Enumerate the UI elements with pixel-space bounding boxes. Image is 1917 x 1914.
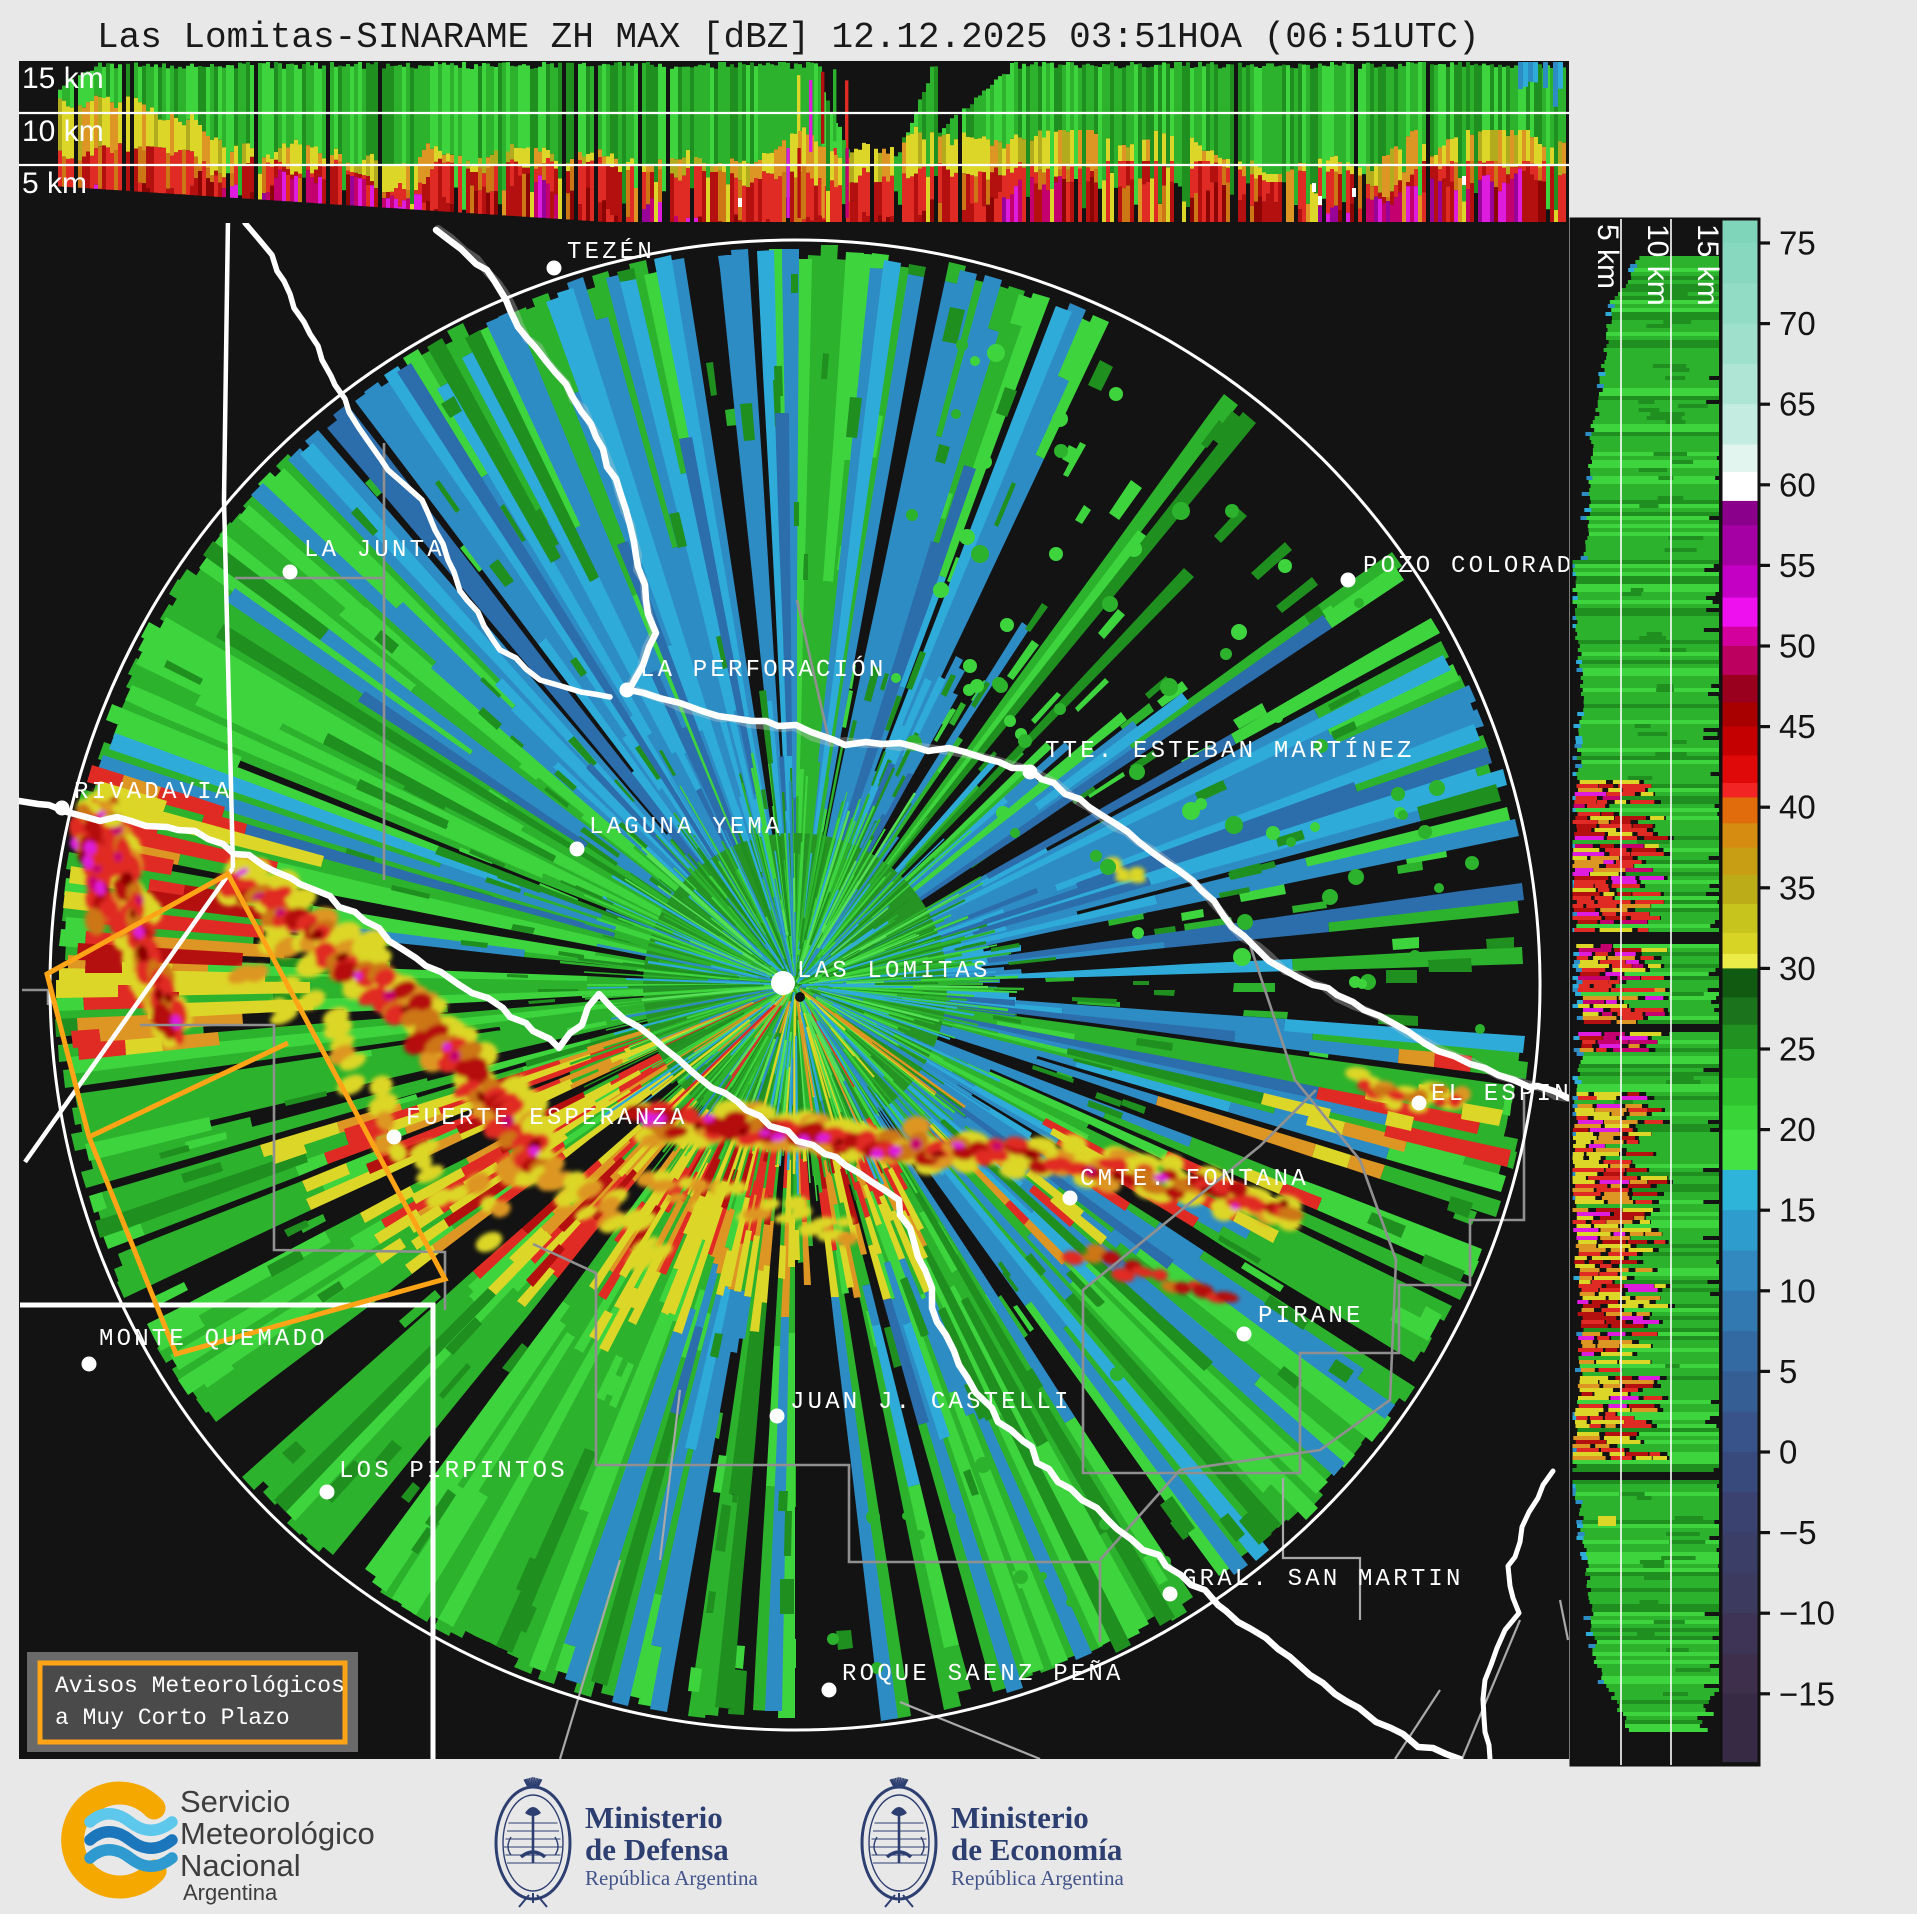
svg-text:−15: −15 — [1779, 1675, 1835, 1712]
svg-text:5 km: 5 km — [1591, 224, 1624, 289]
svg-text:República Argentina: República Argentina — [951, 1866, 1124, 1890]
svg-text:−10: −10 — [1779, 1595, 1835, 1632]
svg-text:FUERTE ESPERANZA: FUERTE ESPERANZA — [406, 1105, 688, 1132]
svg-text:MONTE QUEMADO: MONTE QUEMADO — [99, 1326, 328, 1353]
svg-text:70: 70 — [1779, 305, 1816, 342]
svg-text:35: 35 — [1779, 869, 1816, 906]
svg-text:de Defensa: de Defensa — [585, 1832, 729, 1867]
svg-text:65: 65 — [1779, 386, 1816, 423]
svg-text:15 km: 15 km — [22, 62, 104, 95]
svg-text:15: 15 — [1779, 1192, 1816, 1229]
svg-text:LAS LOMITAS: LAS LOMITAS — [797, 958, 991, 985]
svg-text:República Argentina: República Argentina — [585, 1866, 758, 1890]
svg-text:5: 5 — [1779, 1353, 1797, 1390]
svg-text:45: 45 — [1779, 708, 1816, 745]
svg-text:POZO COLORADO: POZO COLORADO — [1363, 553, 1592, 580]
svg-text:LAGUNA YEMA: LAGUNA YEMA — [589, 814, 783, 841]
svg-text:50: 50 — [1779, 628, 1816, 665]
svg-text:55: 55 — [1779, 547, 1816, 584]
svg-text:PIRANE: PIRANE — [1258, 1303, 1364, 1330]
svg-text:RIVADAVIA: RIVADAVIA — [74, 779, 232, 806]
svg-text:CMTE. FONTANA: CMTE. FONTANA — [1080, 1166, 1309, 1193]
svg-text:LOS PIRPINTOS: LOS PIRPINTOS — [339, 1458, 568, 1485]
svg-text:20: 20 — [1779, 1111, 1816, 1148]
svg-text:TTE. ESTEBAN MARTÍNEZ: TTE. ESTEBAN MARTÍNEZ — [1045, 737, 1415, 765]
svg-text:a Muy Corto Plazo: a Muy Corto Plazo — [55, 1705, 290, 1731]
svg-text:Nacional: Nacional — [180, 1848, 301, 1883]
svg-text:Las Lomitas-SINARAME ZH MAX [d: Las Lomitas-SINARAME ZH MAX [dBZ] 12.12.… — [97, 17, 1480, 58]
svg-text:Ministerio: Ministerio — [951, 1800, 1089, 1835]
svg-text:Avisos Meteorológicos: Avisos Meteorológicos — [55, 1673, 345, 1699]
svg-text:30: 30 — [1779, 950, 1816, 987]
svg-text:Meteorológico: Meteorológico — [180, 1816, 375, 1851]
svg-text:10 km: 10 km — [22, 115, 104, 148]
svg-text:15 km: 15 km — [1691, 224, 1724, 306]
svg-text:LA PERFORACIÓN: LA PERFORACIÓN — [640, 655, 886, 684]
svg-text:40: 40 — [1779, 789, 1816, 826]
svg-text:60: 60 — [1779, 466, 1816, 503]
svg-text:Ministerio: Ministerio — [585, 1800, 723, 1835]
svg-text:GRAL. SAN MARTIN: GRAL. SAN MARTIN — [1182, 1566, 1464, 1593]
svg-text:JUAN J. CASTELLI: JUAN J. CASTELLI — [790, 1389, 1072, 1416]
svg-text:Servicio: Servicio — [180, 1784, 290, 1819]
svg-text:0: 0 — [1779, 1434, 1797, 1471]
svg-text:5 km: 5 km — [22, 167, 87, 200]
svg-text:25: 25 — [1779, 1031, 1816, 1068]
svg-text:−5: −5 — [1779, 1514, 1817, 1551]
svg-text:ROQUE SAENZ PEÑA: ROQUE SAENZ PEÑA — [842, 1660, 1124, 1688]
svg-text:Argentina: Argentina — [183, 1880, 278, 1905]
svg-text:TEZÉN: TEZÉN — [567, 238, 655, 266]
svg-text:de Economía: de Economía — [951, 1832, 1123, 1867]
svg-text:LA JUNTA: LA JUNTA — [304, 537, 445, 564]
svg-text:10: 10 — [1779, 1272, 1816, 1309]
svg-text:75: 75 — [1779, 225, 1816, 262]
svg-text:10 km: 10 km — [1641, 224, 1674, 306]
